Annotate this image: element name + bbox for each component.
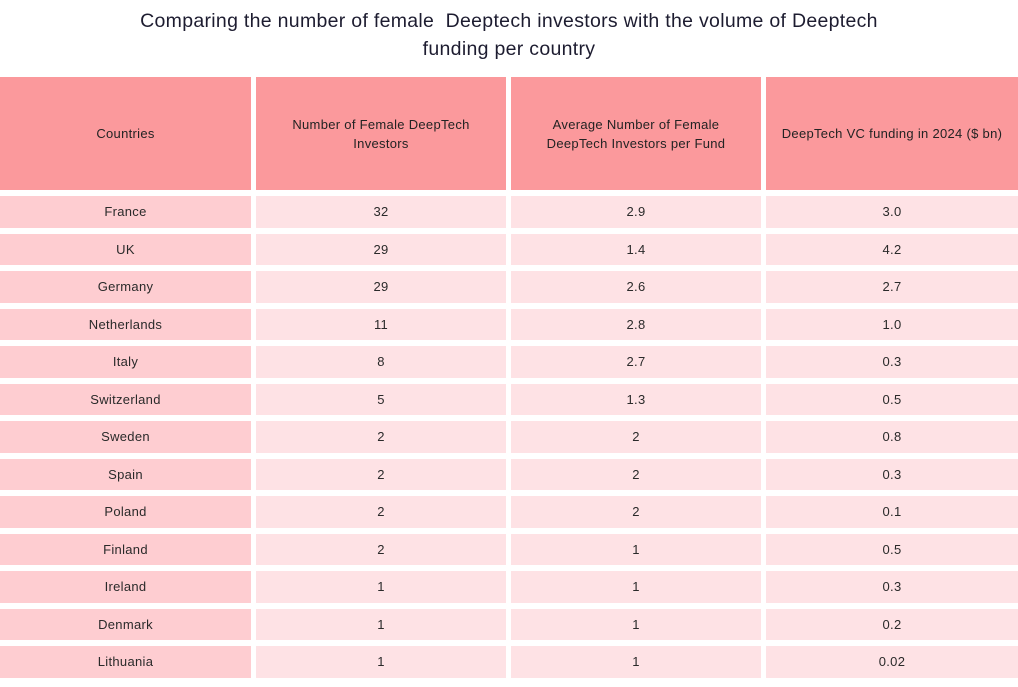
country-cell: Ireland — [0, 571, 251, 603]
funding-cell: 4.2 — [766, 233, 1018, 265]
column-header-label: Average Number of Female DeepTech Invest… — [546, 116, 726, 151]
column-header-avg-per-fund: Average Number of Female DeepTech Invest… — [511, 77, 761, 190]
avg-per-fund-cell: 1 — [511, 608, 761, 640]
country-cell: Denmark — [0, 608, 251, 640]
column-header-vc-funding: DeepTech VC funding in 2024 ($ bn) — [766, 77, 1018, 190]
investors-cell: 2 — [256, 458, 506, 490]
avg-per-fund-cell: 2.9 — [511, 196, 761, 228]
avg-per-fund-cell: 2 — [511, 496, 761, 528]
country-cell: Spain — [0, 458, 251, 490]
funding-cell: 2.7 — [766, 271, 1018, 303]
funding-cell: 0.8 — [766, 421, 1018, 453]
country-cell: Lithuania — [0, 646, 251, 678]
funding-cell: 0.02 — [766, 646, 1018, 678]
avg-per-fund-cell: 2.8 — [511, 308, 761, 340]
investors-cell: 29 — [256, 271, 506, 303]
funding-cell: 0.2 — [766, 608, 1018, 640]
funding-cell: 0.3 — [766, 571, 1018, 603]
investors-cell: 2 — [256, 533, 506, 565]
funding-cell: 0.1 — [766, 496, 1018, 528]
country-cell: Sweden — [0, 421, 251, 453]
avg-per-fund-cell: 2 — [511, 458, 761, 490]
investors-cell: 2 — [256, 496, 506, 528]
column-header-countries: Countries — [0, 77, 251, 190]
avg-per-fund-cell: 1.3 — [511, 383, 761, 415]
country-cell: UK — [0, 233, 251, 265]
avg-per-fund-cell: 2 — [511, 421, 761, 453]
country-cell: Switzerland — [0, 383, 251, 415]
country-cell: Finland — [0, 533, 251, 565]
funding-cell: 0.3 — [766, 458, 1018, 490]
chart-title: Comparing the number of female Deeptech … — [140, 10, 878, 60]
avg-per-fund-cell: 1.4 — [511, 233, 761, 265]
investors-cell: 8 — [256, 346, 506, 378]
country-cell: Italy — [0, 346, 251, 378]
avg-per-fund-cell: 2.6 — [511, 271, 761, 303]
country-cell: France — [0, 196, 251, 228]
column-header-label: Number of Female DeepTech Investors — [292, 116, 470, 151]
investors-cell: 11 — [256, 308, 506, 340]
column-header-investors: Number of Female DeepTech Investors — [256, 77, 506, 190]
funding-cell: 0.3 — [766, 346, 1018, 378]
investors-cell: 1 — [256, 571, 506, 603]
investors-cell: 29 — [256, 233, 506, 265]
column-header-label: Countries — [96, 126, 155, 141]
funding-cell: 0.5 — [766, 533, 1018, 565]
country-cell: Germany — [0, 271, 251, 303]
investors-cell: 5 — [256, 383, 506, 415]
column-header-label: DeepTech VC funding in 2024 ($ bn) — [781, 126, 1003, 141]
investors-cell: 1 — [256, 608, 506, 640]
data-table: Countries Number of Female DeepTech Inve… — [0, 77, 1018, 678]
country-cell: Netherlands — [0, 308, 251, 340]
avg-per-fund-cell: 2.7 — [511, 346, 761, 378]
funding-cell: 0.5 — [766, 383, 1018, 415]
avg-per-fund-cell: 1 — [511, 571, 761, 603]
avg-per-fund-cell: 1 — [511, 646, 761, 678]
avg-per-fund-cell: 1 — [511, 533, 761, 565]
funding-cell: 1.0 — [766, 308, 1018, 340]
investors-cell: 32 — [256, 196, 506, 228]
country-cell: Poland — [0, 496, 251, 528]
funding-cell: 3.0 — [766, 196, 1018, 228]
investors-cell: 2 — [256, 421, 506, 453]
investors-cell: 1 — [256, 646, 506, 678]
